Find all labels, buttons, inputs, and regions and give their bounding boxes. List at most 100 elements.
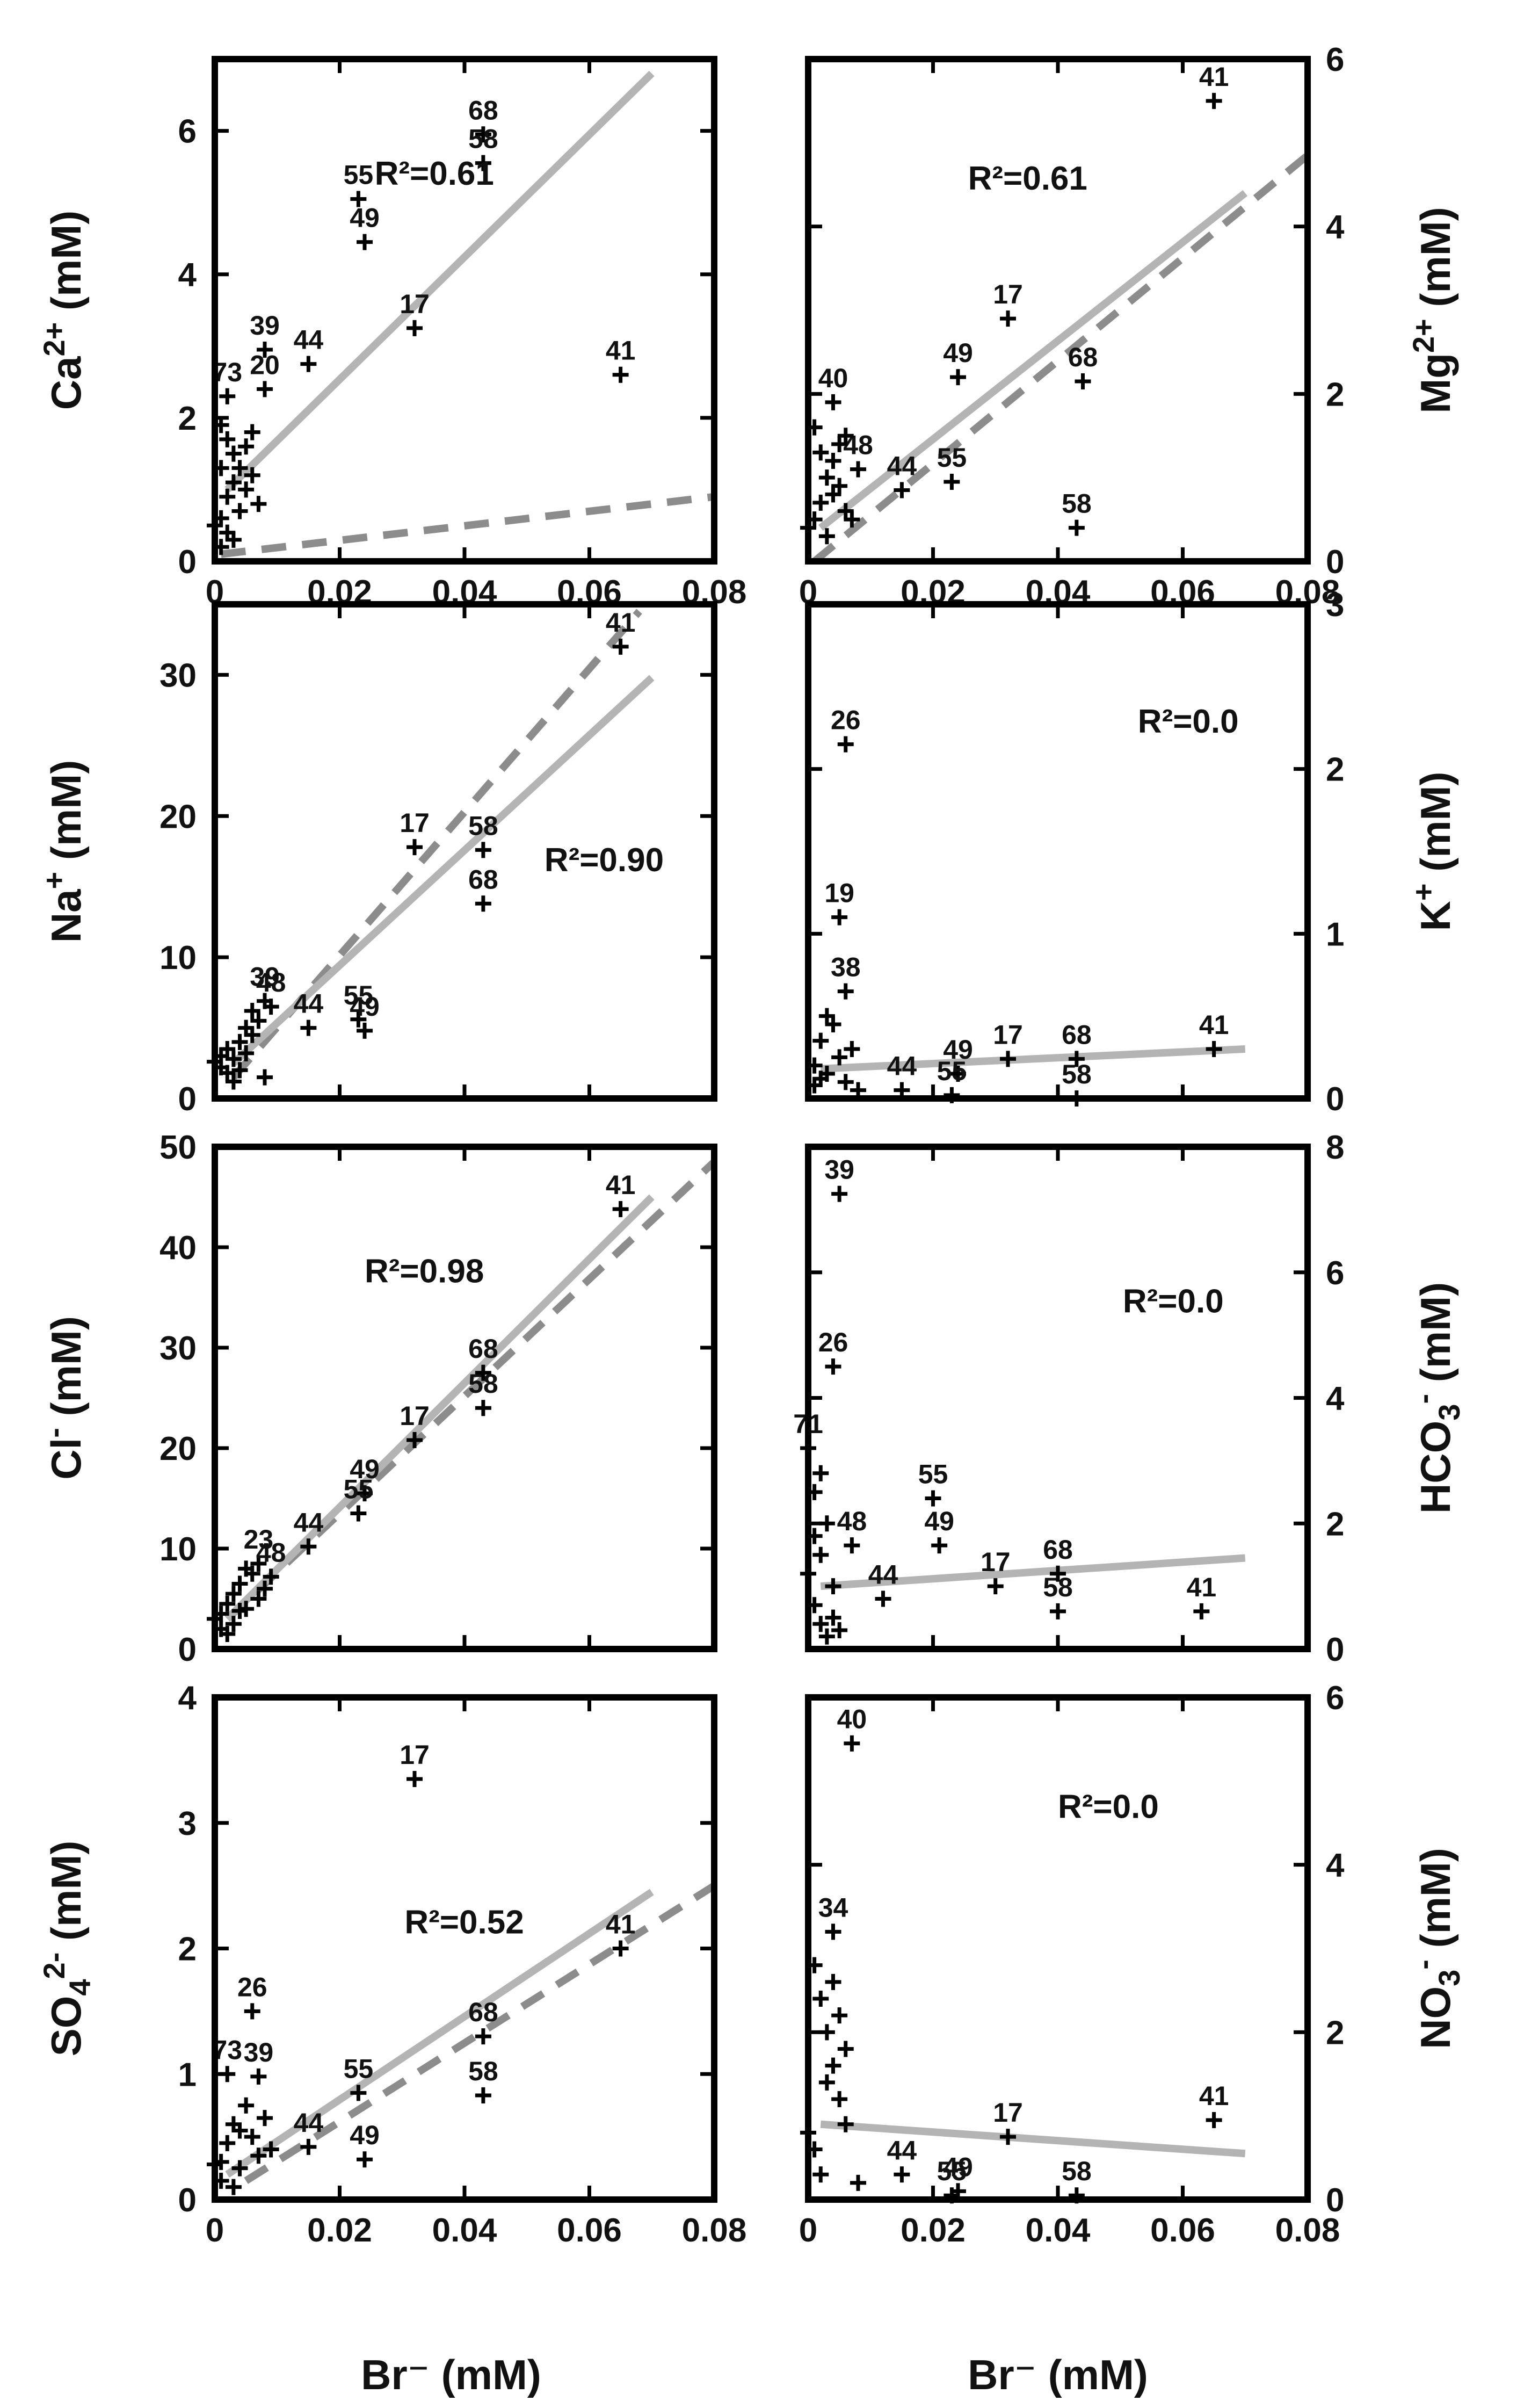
so4-xtick-label: 0.04: [432, 2212, 497, 2249]
no3-point-3: 17: [993, 2098, 1023, 2145]
no3-point-12: [831, 2091, 848, 2107]
hco3-point-marker: [987, 1578, 1004, 1595]
mg-point-label: 55: [937, 443, 967, 473]
cl-point-label: 55: [344, 1474, 374, 1505]
no3-point-marker: [825, 1923, 841, 1940]
so4-point-marker: [225, 2179, 242, 2195]
so4-y-axis-title: SO42- (mM): [37, 1841, 97, 2057]
ca-point-marker: [257, 381, 273, 397]
k-point-6: 49: [943, 1035, 973, 1082]
hco3-point-label: 48: [837, 1506, 867, 1536]
mg-point-marker: [1000, 310, 1016, 327]
so4-point-marker: [612, 1940, 629, 1957]
ca-point-label: 41: [606, 336, 636, 366]
cl-point-marker: [263, 1568, 279, 1585]
hco3-point-label: 41: [1187, 1572, 1217, 1602]
k-point-16: [844, 1041, 860, 1057]
cl-point-label: 23: [244, 1524, 274, 1554]
na-point-label: 39: [250, 962, 280, 992]
mg-point-label: 68: [1068, 342, 1098, 372]
mg-frame: [805, 56, 1311, 565]
no3-y-axis-title: NO3- (mM): [1406, 1848, 1466, 2049]
no3-point-7: 58: [1062, 2156, 1092, 2204]
ca-y-axis-title: Ca2+ (mM): [37, 211, 90, 410]
hco3-point-marker: [1193, 1603, 1210, 1619]
so4-point-9: 49: [350, 2120, 380, 2168]
ca-point-15: [244, 467, 260, 483]
cl-point-marker: [475, 1364, 491, 1381]
mg-point-20: [825, 453, 841, 469]
no3-point-marker: [812, 1991, 829, 2007]
so4-point-21: [231, 2122, 248, 2139]
so4-point-marker: [244, 2129, 260, 2145]
cl-point-6: 44: [294, 1507, 323, 1555]
so4-ytick-label: 4: [178, 1680, 197, 1717]
mg-point-marker: [812, 494, 829, 511]
no3-point-marker: [818, 2074, 835, 2091]
k-point-label: 19: [824, 878, 854, 908]
no3-point-21: [837, 2041, 854, 2057]
ca-point-21: [231, 503, 248, 519]
no3-point-label: 41: [1199, 2081, 1229, 2111]
cl-point-marker: [231, 1602, 248, 1619]
ca-point-12: [225, 445, 242, 462]
mg-point-3: 68: [1068, 342, 1098, 389]
no3-point-marker: [812, 2166, 829, 2183]
na-point-marker: [238, 1045, 255, 1061]
cl-point-15: [250, 1590, 267, 1607]
na-point-16: [257, 1069, 273, 1086]
ca-point-label: 39: [250, 310, 280, 341]
cl-point-12: [231, 1575, 248, 1592]
cl-point-10: [219, 1595, 236, 1612]
mg-point-marker: [825, 394, 841, 410]
mg-point-marker: [825, 486, 841, 503]
so4-point-16: [250, 2147, 267, 2164]
no3-xtick-label: 0.04: [1026, 2212, 1091, 2249]
mg-point-marker: [818, 469, 835, 486]
so4-fit-line: [225, 1889, 654, 2178]
mg-point-5: 44: [887, 451, 917, 498]
so4-frame: [212, 1694, 717, 2203]
na-point-marker: [250, 1013, 267, 1029]
na-ytick-label: 30: [159, 657, 197, 694]
hco3-point-6: 17: [981, 1547, 1011, 1595]
hco3-point-0: 39: [824, 1155, 854, 1202]
no3-point-marker: [831, 2007, 848, 2024]
hco3-point-marker: [825, 1609, 841, 1626]
k-point-3: 17: [993, 1019, 1023, 1067]
ca-point-marker: [244, 424, 260, 440]
so4-point-label: 49: [350, 2120, 380, 2150]
k-point-marker: [818, 1008, 835, 1024]
k-point-label: 17: [993, 1019, 1023, 1050]
no3-point-marker: [1206, 2111, 1222, 2128]
ca-point-marker: [257, 341, 273, 358]
ca-point-2: 55: [344, 160, 373, 207]
ca-ytick-label: 0: [178, 544, 197, 581]
so4-point-marker: [257, 2110, 273, 2127]
ca-point-marker: [350, 191, 367, 207]
hco3-point-20: [831, 1622, 848, 1638]
cl-ytick-label: 40: [159, 1230, 197, 1267]
k-point-4: 68: [1062, 1019, 1092, 1067]
na-ytick-label: 0: [178, 1081, 197, 1118]
hco3-point-16: [812, 1616, 829, 1632]
mg-point-1: 17: [993, 279, 1023, 327]
cl-point-marker: [357, 1485, 373, 1502]
cl-point-4: 49: [350, 1454, 380, 1502]
no3-point-label: 58: [1062, 2156, 1092, 2186]
cl-point-marker: [225, 1616, 242, 1632]
na-point-label: 41: [606, 608, 636, 638]
k-point-label: 55: [937, 1056, 967, 1086]
cl-fit-line: [224, 1194, 655, 1622]
k-point-marker: [950, 1066, 966, 1082]
so4-ytick-label: 0: [178, 2182, 197, 2219]
no3-point-1: 34: [818, 1892, 848, 1940]
k-point-marker: [812, 1032, 829, 1049]
mg-point-11: [818, 469, 835, 486]
na-point-5: 55: [344, 980, 373, 1028]
ca-point-label: 58: [468, 124, 498, 154]
mg-point-10: [812, 444, 829, 461]
